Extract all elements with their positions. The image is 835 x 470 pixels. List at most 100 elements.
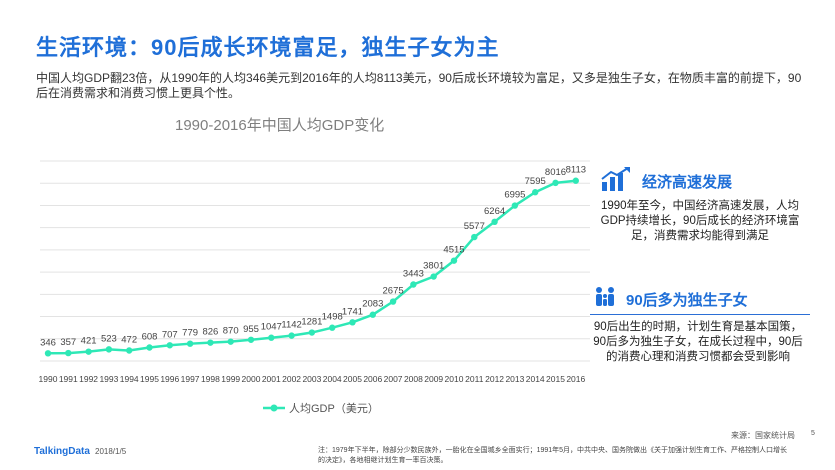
x-tick-label: 1993 bbox=[99, 374, 118, 384]
chart-points bbox=[44, 177, 579, 357]
data-label: 1741 bbox=[342, 306, 363, 317]
data-point bbox=[247, 336, 255, 343]
data-point bbox=[146, 344, 153, 351]
data-point bbox=[126, 347, 133, 354]
data-point bbox=[268, 334, 275, 341]
data-point bbox=[166, 342, 173, 349]
data-label: 472 bbox=[121, 335, 137, 346]
data-label: 608 bbox=[142, 331, 158, 342]
data-label: 346 bbox=[40, 337, 56, 348]
x-tick-label: 2012 bbox=[485, 374, 504, 384]
data-label: 6995 bbox=[504, 190, 525, 201]
x-tick-label: 2007 bbox=[384, 374, 403, 384]
data-label: 826 bbox=[202, 327, 218, 338]
data-label: 2083 bbox=[362, 299, 383, 310]
footer-date: 2018/1/5 bbox=[95, 447, 127, 456]
x-tick-label: 2004 bbox=[323, 374, 342, 384]
x-tick-label: 1996 bbox=[160, 374, 179, 384]
gdp-line-chart: 346 357 421 523 472 608 707 779 826 870 955 1047 114… bbox=[39, 160, 590, 415]
data-label: 4515 bbox=[443, 245, 464, 256]
data-label: 8016 bbox=[545, 167, 566, 178]
legend-label: 人均GDP（美元） bbox=[289, 402, 379, 415]
data-point bbox=[430, 273, 437, 280]
data-label: 523 bbox=[101, 333, 117, 344]
x-tick-label: 2015 bbox=[546, 374, 565, 384]
data-label: 1498 bbox=[322, 312, 343, 323]
chart-title: 1990-2016年中国人均GDP变化 bbox=[175, 117, 385, 134]
data-point bbox=[532, 189, 539, 196]
data-label: 1047 bbox=[261, 322, 282, 333]
data-label: 8113 bbox=[566, 165, 586, 176]
data-point bbox=[329, 324, 336, 331]
section-economy-text: 1990年至今，中国经济高速发展，人均GDP持续增长，90后成长的经济环境富足，… bbox=[600, 200, 800, 242]
data-point bbox=[85, 348, 92, 355]
x-tick-label: 2010 bbox=[445, 374, 464, 384]
data-label: 6264 bbox=[484, 206, 505, 217]
talkingdata-logo: TalkingData bbox=[34, 446, 90, 457]
data-point bbox=[105, 346, 113, 353]
intro-text: 中国人均GDP翻23倍，从1990年的人均346美元到2016年的人均8113美… bbox=[36, 71, 802, 100]
family-icon bbox=[594, 286, 616, 312]
data-label: 7595 bbox=[525, 176, 546, 187]
x-tick-label: 1990 bbox=[39, 374, 58, 384]
data-label: 421 bbox=[81, 336, 97, 347]
data-label: 779 bbox=[182, 328, 198, 339]
data-point bbox=[349, 319, 356, 326]
data-point bbox=[227, 338, 234, 345]
x-tick-label: 1995 bbox=[140, 374, 159, 384]
x-tick-label: 2002 bbox=[282, 374, 301, 384]
data-point bbox=[186, 340, 194, 347]
x-tick-label: 2006 bbox=[363, 374, 382, 384]
chart-x-ticks: 1990 1991 1992 1993 1994 1995 1996 1997 1998 1999… bbox=[39, 374, 586, 384]
chart-growth-icon bbox=[600, 166, 632, 196]
section-economy-title: 经济高速发展 bbox=[642, 173, 733, 191]
data-point bbox=[308, 329, 316, 336]
data-label: 3443 bbox=[403, 268, 424, 279]
data-point bbox=[410, 281, 417, 288]
x-tick-label: 1992 bbox=[79, 374, 98, 384]
data-point bbox=[491, 218, 498, 225]
data-label: 870 bbox=[223, 326, 239, 337]
x-tick-label: 2016 bbox=[566, 374, 585, 384]
data-point bbox=[511, 202, 519, 209]
section-only-child-title: 90后多为独生子女 bbox=[626, 291, 748, 309]
data-label: 5577 bbox=[464, 221, 485, 232]
data-label: 357 bbox=[60, 337, 76, 348]
section-only-child-heading: 90后多为独生子女 bbox=[594, 286, 748, 312]
data-label: 955 bbox=[243, 324, 259, 335]
page-title: 生活环境：90后成长环境富足，独生子女为主 bbox=[36, 35, 500, 60]
section-divider bbox=[590, 314, 810, 315]
section-economy-heading: 经济高速发展 bbox=[600, 166, 732, 196]
x-tick-label: 2013 bbox=[505, 374, 524, 384]
data-point bbox=[44, 350, 52, 357]
x-tick-label: 1999 bbox=[221, 374, 240, 384]
x-tick-label: 2000 bbox=[242, 374, 261, 384]
x-tick-label: 2005 bbox=[343, 374, 362, 384]
x-tick-label: 1991 bbox=[59, 374, 78, 384]
x-tick-label: 1997 bbox=[181, 374, 200, 384]
data-point bbox=[450, 257, 458, 264]
page-number: 5 bbox=[811, 430, 815, 437]
x-tick-label: 2011 bbox=[465, 374, 484, 384]
chart-legend: 人均GDP（美元） bbox=[263, 402, 379, 415]
chart-gridlines bbox=[40, 160, 590, 362]
x-tick-label: 2014 bbox=[526, 374, 545, 384]
data-point bbox=[207, 339, 214, 346]
x-tick-label: 1994 bbox=[120, 374, 139, 384]
footer-note: 注：1979年下半年，除部分少数民族外，一胎化在全国城乡全面实行；1991年5月… bbox=[318, 447, 788, 464]
data-label: 2675 bbox=[383, 286, 404, 297]
data-label: 1142 bbox=[281, 320, 301, 331]
x-tick-label: 2001 bbox=[262, 374, 281, 384]
x-tick-label: 2003 bbox=[302, 374, 321, 384]
data-point bbox=[369, 311, 376, 318]
legend-marker bbox=[270, 404, 278, 412]
data-label: 707 bbox=[162, 329, 178, 340]
data-label: 3801 bbox=[423, 261, 444, 272]
data-point bbox=[572, 177, 579, 184]
data-point bbox=[552, 179, 559, 187]
chart-data-labels: 346 357 421 523 472 608 707 779 826 870 955 1047 114… bbox=[40, 165, 586, 349]
data-point bbox=[389, 298, 397, 305]
data-point bbox=[288, 332, 295, 339]
x-tick-label: 2009 bbox=[424, 374, 443, 384]
data-label: 1281 bbox=[301, 317, 322, 328]
